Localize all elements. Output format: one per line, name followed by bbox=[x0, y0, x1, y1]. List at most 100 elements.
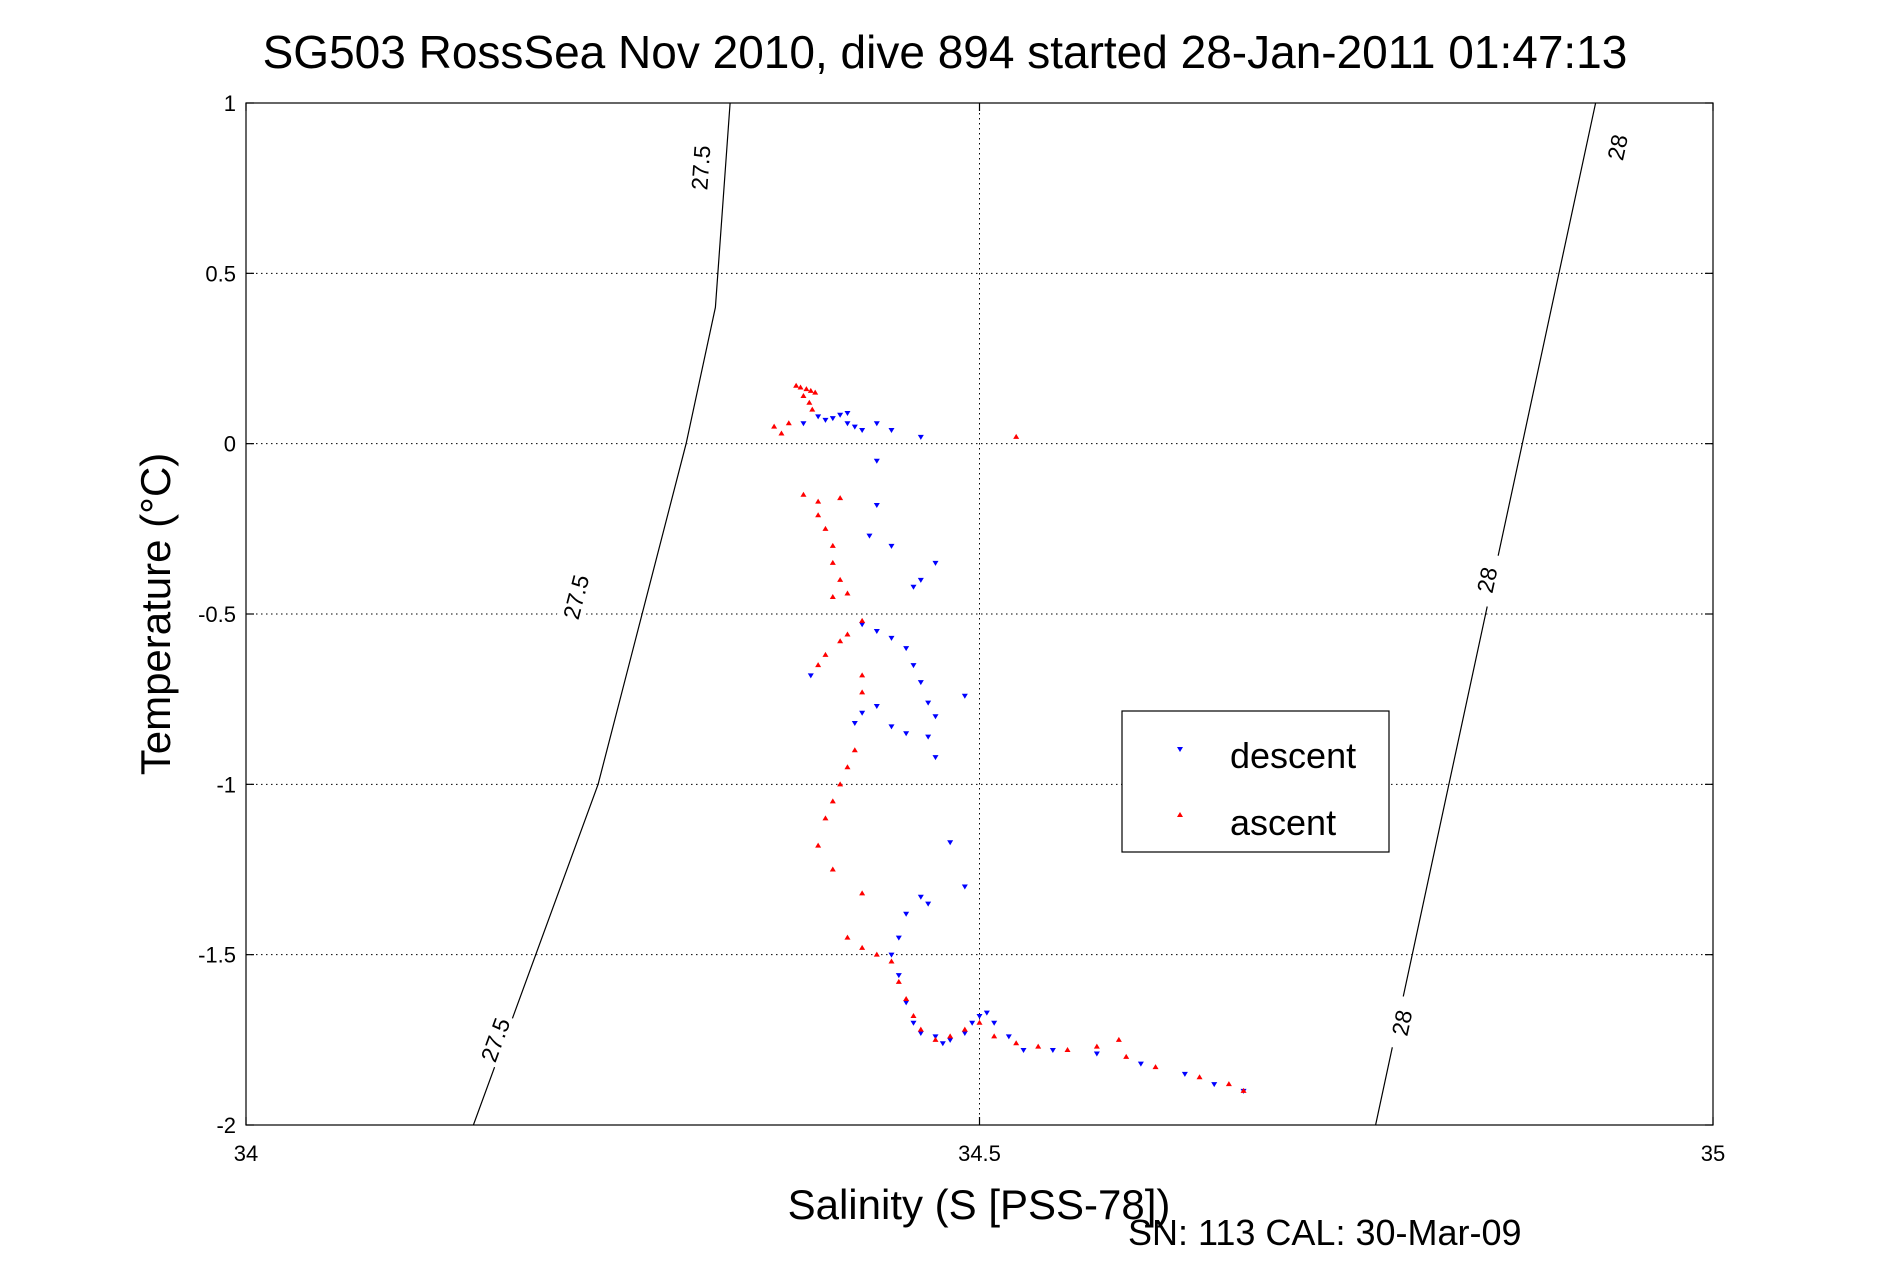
ascent-point-24 bbox=[837, 638, 844, 644]
x-axis-label: Salinity (S [PSS-78]) bbox=[788, 1181, 1171, 1228]
ascent-point-28 bbox=[859, 689, 866, 695]
ascent-point-54 bbox=[1115, 1036, 1122, 1042]
descent-point-37 bbox=[961, 884, 968, 890]
descent-point-40 bbox=[903, 911, 910, 917]
ascent-point-26 bbox=[815, 662, 822, 668]
descent-point-8 bbox=[873, 421, 880, 427]
x-tick-label-1: 34.5 bbox=[958, 1141, 1001, 1166]
descent-point-5 bbox=[851, 424, 858, 430]
isopycnal-label-bg bbox=[685, 140, 717, 195]
descent-point-18 bbox=[910, 584, 917, 590]
descent-point-42 bbox=[888, 952, 895, 958]
descent-point-44 bbox=[903, 1000, 910, 1006]
descent-point-54 bbox=[991, 1020, 998, 1026]
descent-point-21 bbox=[888, 635, 895, 641]
isopycnal-label-bg bbox=[1467, 551, 1507, 609]
ascent-point-36 bbox=[859, 890, 866, 896]
isopycnal-label-bg bbox=[473, 1010, 518, 1070]
ascent-point-46 bbox=[947, 1033, 954, 1039]
ascent-point-16 bbox=[822, 525, 829, 531]
isopycnal-line-0 bbox=[472, 103, 731, 1125]
descent-point-31 bbox=[888, 724, 895, 730]
descent-point-23 bbox=[910, 663, 917, 669]
y-tick-label-4: -1 bbox=[216, 772, 236, 797]
descent-point-34 bbox=[932, 755, 939, 761]
x-tick-label-2: 35 bbox=[1701, 1141, 1725, 1166]
ascent-point-25 bbox=[822, 651, 829, 657]
descent-point-53 bbox=[983, 1010, 990, 1016]
descent-point-20 bbox=[873, 629, 880, 635]
ascent-point-48 bbox=[976, 1019, 983, 1025]
ascent-point-27 bbox=[859, 672, 866, 678]
ascent-point-23 bbox=[844, 631, 851, 637]
descent-point-24 bbox=[917, 680, 924, 686]
ascent-point-21 bbox=[844, 590, 851, 596]
ascent-point-39 bbox=[873, 951, 880, 957]
ascent-point-4 bbox=[812, 389, 819, 395]
ascent-point-59 bbox=[1240, 1087, 1247, 1093]
descent-point-52 bbox=[976, 1013, 983, 1019]
isopycnal-label-bg bbox=[1598, 118, 1637, 176]
descent-point-9 bbox=[888, 428, 895, 434]
ascent-point-42 bbox=[903, 995, 910, 1001]
isopycnal-label-1-2: 28 bbox=[1602, 132, 1633, 163]
descent-point-14 bbox=[866, 533, 873, 539]
series-descent bbox=[800, 411, 1247, 1094]
descent-point-12 bbox=[873, 458, 880, 464]
descent-point-6 bbox=[859, 428, 866, 434]
x-tick-label-0: 34 bbox=[234, 1141, 258, 1166]
descent-point-45 bbox=[910, 1020, 917, 1026]
ascent-point-9 bbox=[778, 430, 785, 436]
ascent-point-58 bbox=[1225, 1081, 1232, 1087]
descent-point-39 bbox=[925, 901, 932, 907]
ascent-point-32 bbox=[829, 798, 836, 804]
ascent-point-11 bbox=[1013, 433, 1020, 439]
ascent-point-1 bbox=[797, 384, 804, 390]
descent-point-26 bbox=[932, 714, 939, 720]
ascent-point-14 bbox=[837, 495, 844, 501]
y-tick-label-1: 0.5 bbox=[205, 261, 236, 286]
ascent-point-7 bbox=[800, 392, 807, 398]
legend-box bbox=[1121, 710, 1390, 853]
y-axis-label: Temperature (°C) bbox=[132, 453, 179, 776]
descent-point-0 bbox=[815, 414, 822, 420]
descent-point-58 bbox=[1093, 1051, 1100, 1057]
ascent-point-18 bbox=[829, 559, 836, 565]
descent-point-10 bbox=[917, 434, 924, 440]
descent-point-43 bbox=[895, 973, 902, 979]
ascent-point-30 bbox=[844, 764, 851, 770]
data-points bbox=[771, 382, 1247, 1094]
descent-point-19 bbox=[859, 622, 866, 628]
descent-point-27 bbox=[961, 693, 968, 699]
descent-point-7 bbox=[844, 411, 851, 417]
ascent-point-31 bbox=[837, 781, 844, 787]
ascent-point-55 bbox=[1123, 1053, 1130, 1059]
descent-point-48 bbox=[939, 1041, 946, 1047]
isopycnal-label-0-2: 27.5 bbox=[686, 144, 715, 191]
descent-point-29 bbox=[859, 710, 866, 716]
calibration-footnote: SN: 113 CAL: 30-Mar-09 bbox=[1128, 1212, 1522, 1253]
ascent-point-17 bbox=[829, 542, 836, 548]
ascent-point-40 bbox=[888, 958, 895, 964]
descent-point-2 bbox=[829, 416, 836, 422]
descent-point-15 bbox=[888, 543, 895, 549]
descent-point-59 bbox=[1137, 1061, 1144, 1067]
descent-point-49 bbox=[947, 1037, 954, 1043]
descent-point-60 bbox=[1181, 1071, 1188, 1077]
ascent-point-45 bbox=[932, 1036, 939, 1042]
y-tick-label-0: 1 bbox=[224, 91, 236, 116]
ascent-point-38 bbox=[859, 944, 866, 950]
ascent-point-2 bbox=[803, 386, 810, 392]
ascent-point-10 bbox=[771, 423, 778, 429]
ascent-point-0 bbox=[793, 382, 800, 388]
ascent-point-56 bbox=[1152, 1064, 1159, 1070]
ascent-point-20 bbox=[829, 593, 836, 599]
descent-point-50 bbox=[961, 1031, 968, 1037]
ascent-point-51 bbox=[1035, 1043, 1042, 1049]
axis-ticks: 34 34.5 35 1 0.5 0 -0.5 -1 -1.5 -2 bbox=[198, 91, 1725, 1166]
ascent-point-6 bbox=[809, 406, 816, 412]
descent-point-55 bbox=[1005, 1034, 1012, 1040]
ascent-point-5 bbox=[806, 399, 813, 405]
